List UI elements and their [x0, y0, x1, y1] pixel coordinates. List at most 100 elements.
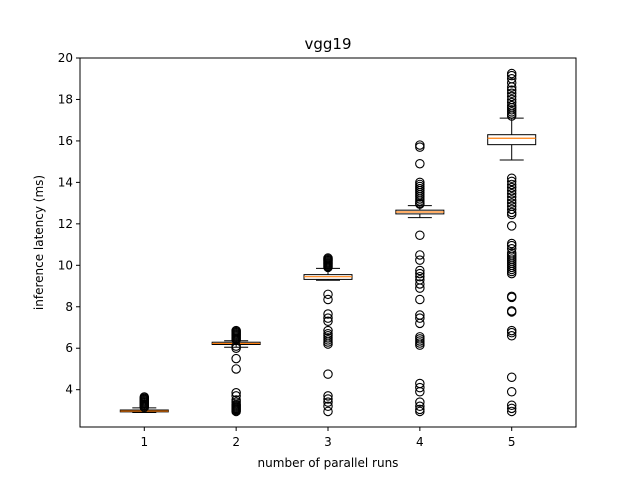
outlier-point [323, 253, 333, 263]
outlier-point [506, 97, 517, 108]
box-group [211, 325, 261, 417]
y-tick-label: 20 [58, 51, 73, 65]
outlier-point [231, 388, 241, 398]
outlier-point [139, 392, 150, 402]
outlier-point [506, 85, 517, 95]
outlier-point [506, 68, 517, 79]
outlier-point [415, 294, 425, 305]
outlier-point [506, 173, 517, 183]
outlier-point [506, 179, 517, 190]
outlier-point [506, 182, 517, 193]
outlier-point [506, 221, 517, 231]
outlier-point [506, 403, 517, 414]
x-axis-label: number of parallel runs [258, 456, 399, 470]
outlier-point [415, 158, 425, 169]
outlier-point [506, 94, 517, 105]
outlier-point [506, 73, 517, 84]
outlier-point [415, 142, 425, 152]
outlier-point [323, 406, 333, 417]
outlier-point [506, 406, 517, 417]
y-tick-label: 14 [58, 175, 73, 189]
y-tick-label: 12 [58, 217, 73, 231]
outlier-point [415, 268, 425, 279]
outlier-point [506, 204, 517, 215]
outlier-point [415, 177, 425, 188]
y-tick-label: 18 [58, 92, 73, 106]
outlier-point [323, 309, 333, 319]
outlier-point [415, 279, 425, 289]
outlier-point [415, 404, 425, 415]
outlier-point [323, 391, 333, 401]
outlier-point [506, 325, 517, 336]
x-tick-label: 3 [324, 435, 332, 449]
outlier-point [415, 397, 425, 407]
outlier-point [231, 325, 241, 336]
outlier-point [506, 400, 517, 410]
y-tick-label: 10 [58, 258, 73, 272]
outlier-point [506, 192, 517, 202]
outlier-point [506, 91, 517, 102]
outlier-point [415, 332, 425, 342]
outlier-point [415, 271, 425, 282]
outlier-point [231, 391, 241, 401]
outlier-point [415, 313, 425, 323]
y-tick-label: 4 [65, 383, 73, 397]
outlier-point [323, 289, 333, 300]
y-tick-label: 8 [65, 300, 73, 314]
box-group [303, 253, 353, 417]
box-group [119, 392, 169, 413]
x-tick-label: 2 [232, 435, 240, 449]
x-tick-label: 4 [416, 435, 424, 449]
outlier-point [506, 189, 517, 199]
outlier-point [506, 198, 517, 208]
outlier-point [506, 100, 517, 111]
outlier-point [323, 328, 333, 339]
box-group [487, 68, 537, 417]
chart-title: vgg19 [304, 35, 351, 53]
outlier-point [506, 331, 517, 341]
outlier-point [323, 394, 333, 404]
outlier-point [415, 140, 425, 150]
outlier-point [506, 306, 517, 316]
outlier-point [506, 243, 517, 254]
outlier-point [323, 325, 333, 336]
outlier-point [506, 372, 517, 382]
outlier-point [231, 364, 241, 374]
outlier-point [231, 353, 241, 364]
outlier-point [415, 310, 425, 320]
box-group [395, 140, 445, 417]
outlier-point [506, 88, 517, 98]
outlier-point [323, 369, 333, 379]
outlier-point [415, 265, 425, 276]
outlier-point [415, 382, 425, 393]
outlier-point [506, 201, 517, 211]
outlier-point [415, 275, 425, 285]
outlier-point [506, 238, 517, 249]
outlier-point [415, 378, 425, 389]
outlier-point [323, 401, 333, 412]
y-tick-label: 16 [58, 134, 73, 148]
outlier-point [415, 401, 425, 412]
outlier-point [323, 397, 333, 407]
outlier-point [506, 176, 517, 187]
outlier-point [506, 248, 517, 258]
outlier-point [231, 395, 241, 405]
outlier-point [415, 250, 425, 260]
x-tick-label: 1 [140, 435, 148, 449]
y-tick-label: 6 [65, 341, 73, 355]
y-axis-label: inference latency (ms) [32, 175, 46, 310]
outlier-point [506, 185, 517, 196]
box-iqr [487, 134, 537, 146]
outlier-point [415, 255, 425, 265]
outlier-point [506, 291, 517, 302]
outlier-point [323, 313, 333, 323]
outlier-point [506, 78, 517, 88]
outlier-point [323, 294, 333, 305]
outlier-point [506, 207, 517, 218]
outlier-point [506, 387, 517, 397]
plot-frame [79, 57, 577, 428]
outlier-point [323, 316, 333, 327]
outlier-point [415, 230, 425, 240]
outlier-point [506, 195, 517, 205]
